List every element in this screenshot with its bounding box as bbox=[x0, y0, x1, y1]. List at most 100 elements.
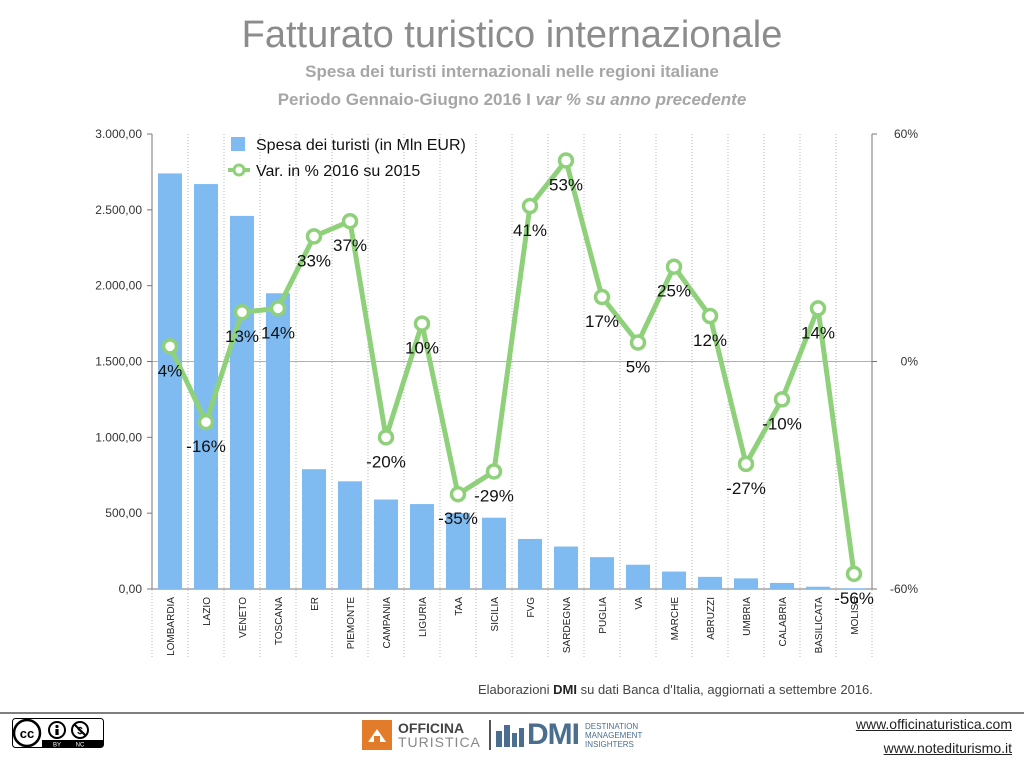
dmi-building-icon bbox=[496, 725, 524, 747]
bar bbox=[302, 469, 326, 589]
officina-line1: OFFICINA bbox=[398, 720, 465, 736]
bar bbox=[626, 564, 650, 589]
variation-data-label: 14% bbox=[261, 323, 295, 342]
bar bbox=[734, 578, 758, 589]
cc-icon bbox=[12, 718, 42, 748]
x-tick-label: FVG bbox=[526, 597, 537, 618]
variation-data-label: -27% bbox=[726, 479, 766, 498]
bar bbox=[662, 571, 686, 589]
cc-nc-text: NC bbox=[76, 743, 85, 749]
variation-data-label: -35% bbox=[438, 509, 478, 528]
variation-point bbox=[197, 413, 215, 431]
x-tick-label: LIGURIA bbox=[418, 597, 429, 637]
y-left-tick-label: 0,00 bbox=[119, 582, 143, 596]
bar bbox=[410, 504, 434, 589]
bar bbox=[770, 582, 794, 589]
x-tick-label: SICILIA bbox=[490, 597, 501, 632]
bar bbox=[230, 215, 254, 589]
source-prefix: Elaborazioni bbox=[478, 682, 554, 697]
source-suffix: su dati Banca d'Italia, aggiornati a set… bbox=[577, 682, 873, 697]
dmi-logo: DMI DESTINATION MANAGEMENT INSIGHTERS bbox=[496, 718, 642, 752]
x-tick-label: UMBRIA bbox=[742, 597, 753, 636]
variation-point bbox=[845, 565, 863, 583]
bar bbox=[554, 546, 578, 589]
bar bbox=[194, 184, 218, 590]
y-left-tick-label: 3.000,00 bbox=[95, 127, 142, 141]
cc-license-icon: cc $ BY NC bbox=[12, 718, 104, 748]
y-left-tick-label: 1.000,00 bbox=[95, 430, 142, 444]
variation-point bbox=[737, 455, 755, 473]
x-tick-label: TAA bbox=[454, 597, 465, 616]
variation-point bbox=[377, 429, 395, 446]
svg-text:cc: cc bbox=[20, 726, 34, 741]
x-tick-label: VENETO bbox=[238, 597, 249, 638]
legend-line-label: Var. in % 2016 su 2015 bbox=[256, 163, 420, 180]
page-subtitle: Spesa dei turisti internazionali nelle r… bbox=[305, 62, 719, 81]
dmi-line3: INSIGHTERS bbox=[585, 739, 634, 749]
page-title: Fatturato turistico internazionale bbox=[241, 14, 783, 56]
x-tick-label: VA bbox=[634, 597, 645, 610]
y-left-tick-label: 500,00 bbox=[105, 506, 142, 520]
variation-data-label: 14% bbox=[801, 323, 835, 342]
variation-point bbox=[521, 197, 539, 215]
variation-point bbox=[341, 212, 359, 230]
officina-turistica-logo: OFFICINA TURISTICA bbox=[362, 718, 491, 752]
legend-bar-label: Spesa dei turisti (in Mln EUR) bbox=[256, 137, 466, 154]
x-tick-label: LOMBARDIA bbox=[166, 597, 177, 656]
variation-point bbox=[233, 303, 251, 321]
period-italic: var % su anno precedente bbox=[535, 90, 747, 109]
notediturismo-link[interactable]: www.notediturismo.it bbox=[883, 740, 1012, 756]
variation-point bbox=[701, 307, 719, 325]
y-left-tick-label: 1.500,00 bbox=[95, 355, 142, 369]
variation-point bbox=[449, 485, 467, 503]
chart: 0,00 500,00 1.000,00 1.500,00 2.000,00 2.500,… bbox=[95, 127, 919, 659]
x-tick-label: PUGLIA bbox=[598, 597, 609, 634]
variation-point bbox=[629, 334, 647, 351]
cc-by-text: BY bbox=[53, 743, 61, 749]
y-right-tick-label: 0% bbox=[901, 355, 919, 369]
x-tick-label: CAMPANIA bbox=[382, 597, 393, 649]
variation-point bbox=[485, 463, 503, 480]
x-tick-label: TOSCANA bbox=[274, 597, 285, 645]
y-left-tick-label: 2.000,00 bbox=[95, 279, 142, 293]
source-note: Elaborazioni DMI su dati Banca d'Italia,… bbox=[478, 682, 873, 697]
variation-point bbox=[665, 258, 683, 275]
variation-data-label: 33% bbox=[297, 251, 331, 270]
bar bbox=[482, 517, 506, 589]
variation-data-label: 25% bbox=[657, 282, 691, 301]
bar bbox=[158, 173, 182, 589]
officinaturistica-link[interactable]: www.officinaturistica.com bbox=[855, 716, 1012, 732]
variation-line bbox=[167, 158, 857, 575]
x-tick-label: CALABRIA bbox=[778, 597, 789, 647]
variation-data-label: -20% bbox=[366, 452, 406, 471]
bar bbox=[338, 481, 362, 589]
variation-data-label: 13% bbox=[225, 327, 259, 346]
source-bold: DMI bbox=[553, 682, 577, 697]
x-tick-label: ER bbox=[310, 597, 321, 611]
dmi-mark: DMI bbox=[527, 718, 580, 751]
bar bbox=[266, 293, 290, 589]
variation-data-label: -16% bbox=[186, 437, 226, 456]
variation-data-label: 53% bbox=[549, 176, 583, 195]
variation-point bbox=[809, 300, 827, 317]
bar bbox=[590, 557, 614, 589]
officina-logo-icon bbox=[362, 720, 392, 750]
variation-data-label: 12% bbox=[693, 331, 727, 350]
variation-data-label: 17% bbox=[585, 312, 619, 331]
period-line: Periodo Gennaio-Giugno 2016 I var % su a… bbox=[0, 90, 1024, 110]
variation-point bbox=[305, 228, 323, 245]
x-tick-label: ABRUZZI bbox=[706, 597, 717, 640]
bar bbox=[374, 499, 398, 589]
variation-data-label: -10% bbox=[762, 414, 802, 433]
x-tick-label: BASILICATA bbox=[814, 597, 825, 654]
officina-line2: TURISTICA bbox=[398, 734, 481, 750]
variation-data-label: -56% bbox=[834, 589, 874, 608]
legend-line-marker bbox=[232, 163, 246, 177]
bar bbox=[518, 538, 542, 589]
variation-point bbox=[413, 315, 431, 332]
variation-data-label: 5% bbox=[626, 358, 651, 377]
footer-divider bbox=[0, 712, 1024, 714]
variation-data-label: 37% bbox=[333, 236, 367, 255]
legend-bar-swatch bbox=[231, 137, 245, 151]
y-right-tick-label: 60% bbox=[894, 127, 918, 141]
